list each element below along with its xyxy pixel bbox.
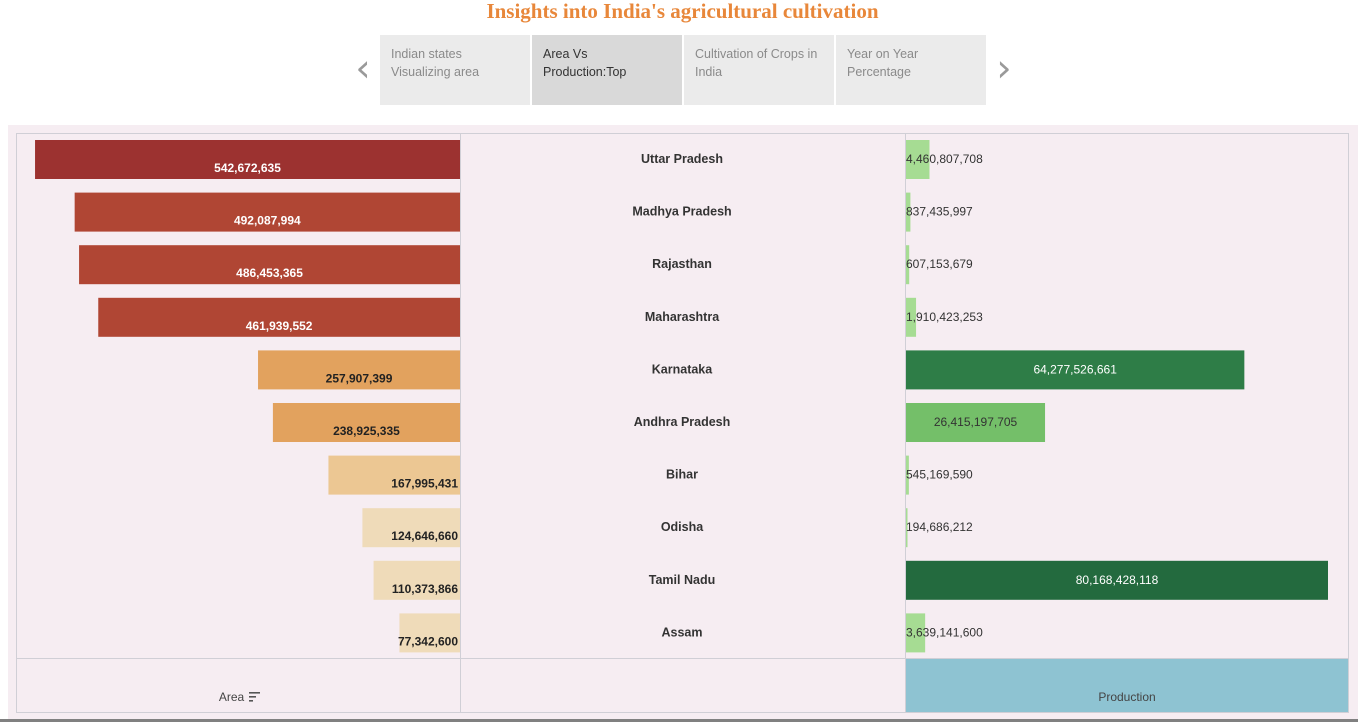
state-label: Rajasthan: [652, 257, 712, 271]
production-data-label: 545,169,590: [906, 468, 973, 482]
area-bar: [74, 192, 461, 232]
area-column-divider: [460, 133, 461, 713]
production-bar: [906, 455, 909, 495]
axis-row-divider: [16, 658, 1349, 659]
sort-descending-icon[interactable]: [249, 691, 261, 705]
area-bar: [362, 508, 460, 548]
production-bar: [906, 508, 908, 548]
production-data-label: 194,686,212: [906, 520, 973, 534]
tab-indian-states[interactable]: Indian states Visualizing area: [380, 35, 530, 105]
production-bar: [906, 245, 910, 285]
area-data-label: 486,453,365: [236, 266, 303, 280]
area-data-label: 110,373,866: [392, 582, 458, 596]
chevron-right-icon[interactable]: ›: [996, 46, 1012, 90]
tab-label-line2: Visualizing area: [391, 65, 480, 79]
production-data-label: 4,460,807,708: [906, 152, 983, 166]
area-data-label: 167,995,431: [391, 477, 458, 491]
tab-label-line1: Indian states: [391, 47, 462, 61]
tab-cultivation-of-crops[interactable]: Cultivation of Crops in India: [684, 35, 834, 105]
production-bar: [906, 560, 1328, 600]
area-bar: [328, 455, 460, 495]
production-bar: [906, 350, 1245, 390]
area-bar: [79, 245, 461, 285]
production-bar: [906, 140, 930, 179]
tab-label-line2: India: [695, 65, 723, 79]
area-data-label: 238,925,335: [333, 424, 400, 438]
tab-label-line1: Cultivation of Crops in: [695, 47, 818, 61]
area-bar: [35, 140, 461, 179]
area-bar: [399, 613, 460, 653]
state-label: Odisha: [661, 520, 704, 534]
state-label: Madhya Pradesh: [632, 205, 731, 219]
area-data-label: 461,939,552: [246, 319, 313, 333]
area-data-label: 257,907,399: [326, 371, 393, 385]
chevron-left-icon[interactable]: ‹: [355, 46, 371, 90]
chart-grid-border: [16, 133, 1349, 713]
tab-label-line1: Area Vs: [543, 47, 588, 61]
production-axis-header[interactable]: [906, 659, 1349, 713]
bottom-rule: [0, 719, 1358, 722]
tab-label-line1: Year on Year: [847, 47, 919, 61]
production-data-label: 64,277,526,661: [1033, 362, 1117, 376]
area-bar: [258, 350, 460, 390]
production-data-label: 607,153,679: [906, 257, 973, 271]
area-axis-title[interactable]: Area: [160, 690, 320, 705]
state-label: Uttar Pradesh: [641, 152, 723, 166]
production-data-label: 1,910,423,253: [906, 310, 983, 324]
production-axis-title[interactable]: Production: [1098, 690, 1156, 704]
area-data-label: 542,672,635: [214, 161, 281, 175]
production-bar: [906, 297, 917, 337]
page-title: Insights into India's agricultural culti…: [486, 0, 879, 23]
tab-area-vs-production[interactable]: Area Vs Production:Top: [532, 35, 682, 105]
state-label: Andhra Pradesh: [634, 415, 731, 429]
production-bar: [906, 192, 911, 232]
state-label: Assam: [662, 625, 703, 639]
area-axis-label: Area: [218, 690, 245, 704]
tab-label-line2: Production:Top: [543, 65, 627, 79]
state-label: Maharashtra: [645, 310, 720, 324]
state-label: Karnataka: [652, 362, 713, 376]
production-data-label: 837,435,997: [906, 205, 973, 219]
area-data-label: 77,342,600: [398, 634, 458, 648]
production-bar: [906, 613, 926, 653]
area-bar: [373, 560, 460, 600]
production-data-label: 80,168,428,118: [1076, 573, 1159, 587]
production-data-label: 3,639,141,600: [906, 625, 983, 639]
area-bar: [272, 403, 460, 442]
area-data-label: 124,646,660: [391, 529, 458, 543]
production-bar: [906, 403, 1046, 442]
state-column-divider: [905, 133, 906, 713]
tab-label-line2: Percentage: [847, 65, 911, 79]
tab-year-on-year[interactable]: Year on Year Percentage: [836, 35, 986, 105]
area-bar: [98, 297, 461, 337]
production-data-label: 26,415,197,705: [934, 415, 1018, 429]
state-label: Tamil Nadu: [649, 573, 715, 587]
state-label: Bihar: [666, 468, 698, 482]
area-data-label: 492,087,994: [234, 214, 301, 228]
